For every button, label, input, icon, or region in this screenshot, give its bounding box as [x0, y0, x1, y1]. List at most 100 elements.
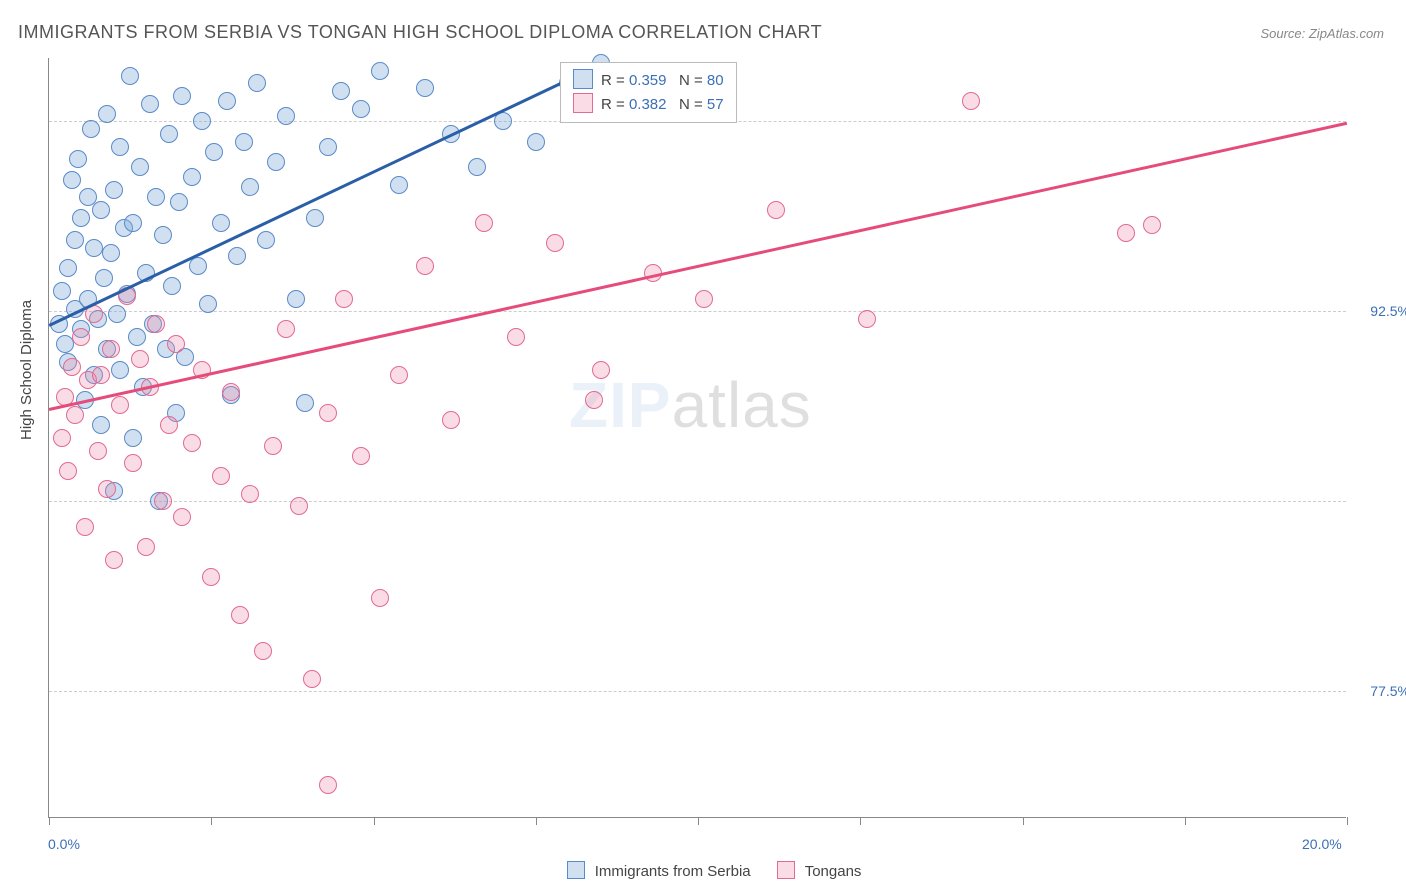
stats-swatch [573, 69, 593, 89]
data-point [105, 551, 123, 569]
data-point [193, 112, 211, 130]
data-point [212, 214, 230, 232]
x-tick [860, 817, 861, 825]
data-point [173, 508, 191, 526]
data-point [352, 447, 370, 465]
data-point [89, 442, 107, 460]
data-point [59, 259, 77, 277]
data-point [319, 138, 337, 156]
data-point [137, 538, 155, 556]
data-point [82, 120, 100, 138]
stats-n-value: 57 [707, 96, 724, 113]
data-point [257, 231, 275, 249]
data-point [475, 214, 493, 232]
data-point [66, 406, 84, 424]
data-point [56, 335, 74, 353]
data-point [72, 209, 90, 227]
data-point [53, 282, 71, 300]
data-point [111, 396, 129, 414]
data-point [124, 454, 142, 472]
data-point [290, 497, 308, 515]
data-point [235, 133, 253, 151]
data-point [160, 125, 178, 143]
data-point [585, 391, 603, 409]
data-point [202, 568, 220, 586]
data-point [63, 171, 81, 189]
trend-line [49, 121, 1348, 410]
data-point [141, 95, 159, 113]
stats-swatch [573, 93, 593, 113]
trend-line [48, 63, 601, 326]
data-point [63, 358, 81, 376]
data-point [546, 234, 564, 252]
x-tick-label: 0.0% [48, 836, 80, 852]
y-tick-label: 77.5% [1370, 683, 1406, 699]
gridline-h [49, 501, 1346, 502]
data-point [319, 404, 337, 422]
data-point [592, 361, 610, 379]
legend-bottom: Immigrants from Serbia Tongans [0, 861, 1406, 880]
data-point [154, 226, 172, 244]
data-point [222, 383, 240, 401]
data-point [241, 178, 259, 196]
data-point [254, 642, 272, 660]
data-point [170, 193, 188, 211]
data-point [218, 92, 236, 110]
data-point [124, 214, 142, 232]
data-point [105, 181, 123, 199]
data-point [205, 143, 223, 161]
stats-r-value: 0.382 [629, 96, 667, 113]
legend-label-serbia: Immigrants from Serbia [595, 863, 751, 880]
data-point [267, 153, 285, 171]
legend-label-tongans: Tongans [805, 863, 862, 880]
gridline-h [49, 691, 1346, 692]
data-point [962, 92, 980, 110]
y-tick-label: 92.5% [1370, 303, 1406, 319]
data-point [131, 350, 149, 368]
data-point [527, 133, 545, 151]
source-label: Source: ZipAtlas.com [1260, 26, 1384, 41]
x-tick [211, 817, 212, 825]
data-point [189, 257, 207, 275]
data-point [468, 158, 486, 176]
data-point [306, 209, 324, 227]
data-point [199, 295, 217, 313]
data-point [767, 201, 785, 219]
data-point [128, 328, 146, 346]
data-point [98, 105, 116, 123]
data-point [147, 188, 165, 206]
stats-row: R = 0.359 N = 80 [573, 69, 724, 93]
data-point [154, 492, 172, 510]
data-point [102, 340, 120, 358]
x-tick [536, 817, 537, 825]
data-point [277, 320, 295, 338]
data-point [695, 290, 713, 308]
data-point [92, 201, 110, 219]
data-point [131, 158, 149, 176]
data-point [228, 247, 246, 265]
data-point [296, 394, 314, 412]
data-point [371, 589, 389, 607]
data-point [163, 277, 181, 295]
data-point [173, 87, 191, 105]
data-point [111, 138, 129, 156]
x-tick [1185, 817, 1186, 825]
chart-title: IMMIGRANTS FROM SERBIA VS TONGAN HIGH SC… [18, 22, 822, 43]
x-tick-label: 20.0% [1302, 836, 1342, 852]
data-point [303, 670, 321, 688]
stats-row: R = 0.382 N = 57 [573, 93, 724, 117]
data-point [319, 776, 337, 794]
x-tick [1347, 817, 1348, 825]
data-point [1143, 216, 1161, 234]
data-point [248, 74, 266, 92]
y-axis-title: High School Diploma [18, 300, 35, 440]
x-tick [698, 817, 699, 825]
correlation-stats-box: R = 0.359 N = 80R = 0.382 N = 57 [560, 62, 737, 123]
data-point [92, 416, 110, 434]
data-point [287, 290, 305, 308]
data-point [124, 429, 142, 447]
watermark: ZIPatlas [569, 368, 812, 442]
data-point [858, 310, 876, 328]
data-point [277, 107, 295, 125]
data-point [53, 429, 71, 447]
